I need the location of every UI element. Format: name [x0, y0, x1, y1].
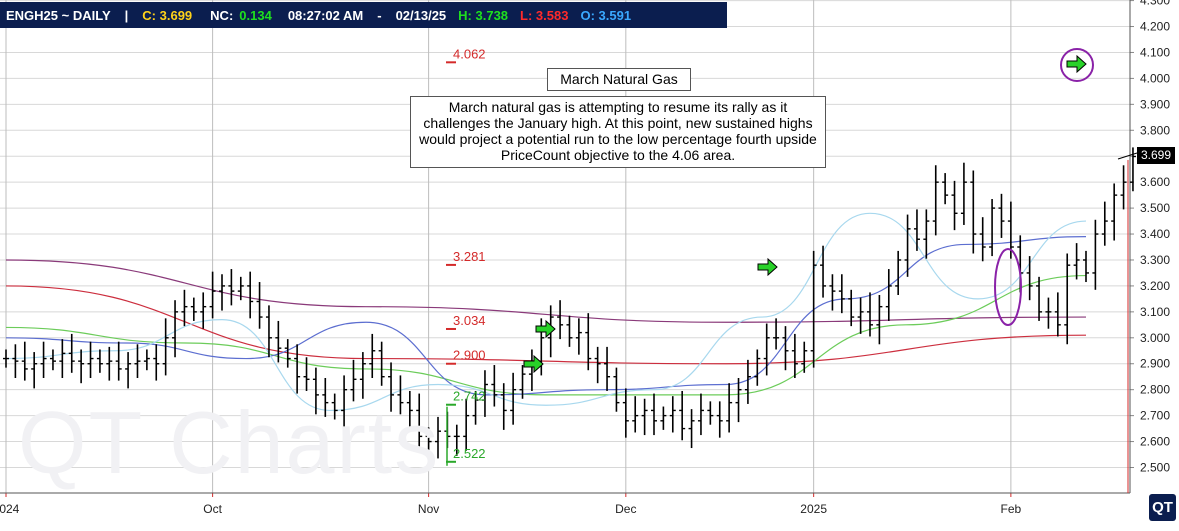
y-tick-label: 3.200 [1140, 279, 1170, 293]
quote-date: 02/13/25 [395, 7, 447, 23]
objective-label: 2.522 [453, 446, 486, 461]
header-separator: | [124, 7, 129, 23]
watermark: QT Charts [18, 393, 441, 492]
low-value: L: 3.583 [520, 7, 569, 23]
y-tick-label: 3.000 [1140, 331, 1170, 345]
objective-label: 2.742 [453, 389, 486, 404]
objective-label: 3.281 [453, 249, 486, 264]
x-tick-label: Dec [615, 502, 636, 516]
y-tick-label: 2.500 [1140, 461, 1170, 475]
moving-average-blue [5, 236, 1087, 396]
objective-label: 3.034 [453, 313, 486, 328]
y-tick-label: 3.400 [1140, 227, 1170, 241]
y-tick-label: 4.300 [1140, 0, 1170, 8]
y-tick-label: 2.700 [1140, 409, 1170, 423]
y-tick-label: 4.100 [1140, 45, 1170, 59]
arrow-right-icon [523, 354, 544, 374]
arrow-right-icon [757, 257, 778, 277]
net-change-value: 0.134 [239, 7, 272, 23]
open-value: O: 3.591 [580, 7, 632, 23]
objective-label: 2.900 [453, 348, 486, 363]
y-tick-label: 3.800 [1140, 123, 1170, 137]
y-tick-label: 3.500 [1140, 201, 1170, 215]
x-tick-label: Oct [203, 502, 222, 516]
arrow-right-icon [535, 319, 556, 339]
arrow-right-icon [1066, 54, 1087, 74]
y-tick-label: 3.600 [1140, 175, 1170, 189]
quote-header: ENGH25 ~ DAILY | C: 3.699 NC: 0.134 08:2… [0, 2, 727, 28]
net-change-label: NC: [210, 7, 234, 23]
y-tick-label: 2.900 [1140, 357, 1170, 371]
last-price-label: 3.699 [1137, 147, 1175, 164]
y-tick-label: 4.000 [1140, 71, 1170, 85]
moving-average-purple [5, 259, 1087, 323]
objective-label: 4.062 [453, 46, 486, 61]
symbol-label: ENGH25 ~ DAILY [6, 7, 111, 23]
x-tick-label: 2024 [0, 502, 20, 516]
qt-logo: QT [1149, 494, 1176, 521]
quote-time: 08:27:02 AM [287, 7, 364, 23]
header-dash: - [377, 7, 382, 23]
x-tick-label: 2025 [800, 502, 827, 516]
y-tick-label: 4.200 [1140, 20, 1170, 34]
chart-title-box: March Natural Gas [547, 68, 691, 91]
y-tick-label: 3.300 [1140, 253, 1170, 267]
commentary-box: March natural gas is attempting to resum… [410, 96, 826, 168]
y-tick-label: 3.900 [1140, 97, 1170, 111]
y-tick-label: 3.100 [1140, 305, 1170, 319]
x-tick-label: Feb [1001, 502, 1022, 516]
close-value: C: 3.699 [142, 7, 193, 23]
x-tick-label: Nov [418, 502, 439, 516]
y-tick-label: 2.600 [1140, 435, 1170, 449]
high-value: H: 3.738 [458, 7, 509, 23]
last-price-pointer [1117, 152, 1138, 160]
highlight-circle [1060, 48, 1094, 82]
highlight-ellipse [994, 248, 1022, 326]
y-tick-label: 2.800 [1140, 383, 1170, 397]
moving-average-green [5, 274, 1087, 396]
